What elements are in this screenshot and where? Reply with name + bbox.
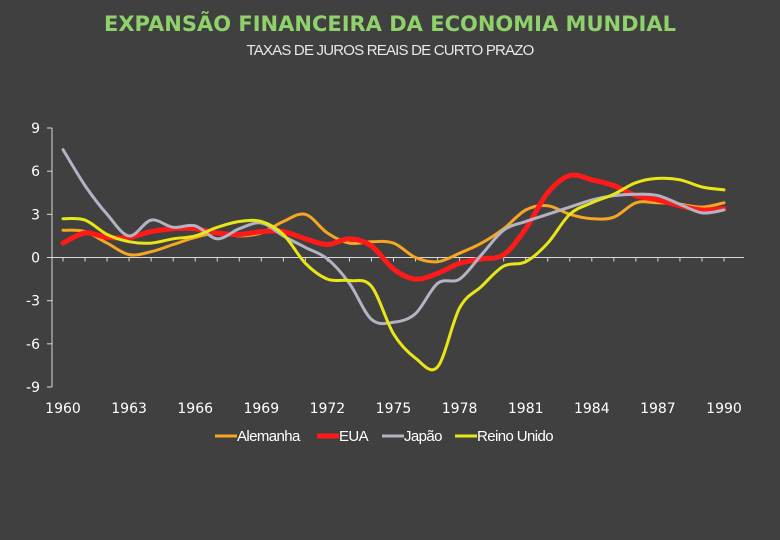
chart-title: EXPANSÃO FINANCEIRA DA ECONOMIA MUNDIAL — [104, 11, 676, 36]
series-line-reino-unido — [61, 176, 726, 372]
series-line-japão — [61, 148, 726, 326]
x-tick-label: 1969 — [243, 401, 279, 417]
x-tick-label: 1981 — [508, 401, 544, 417]
legend-label: Japão — [404, 428, 442, 445]
x-tick-label: 1960 — [45, 401, 81, 417]
x-tick-label: 1990 — [706, 401, 742, 417]
legend-label: Alemanha — [237, 428, 301, 445]
legend-label: Reino Unido — [477, 428, 553, 445]
legend-label: EUA — [339, 428, 369, 445]
y-tick-label: 0 — [31, 251, 40, 267]
axes — [51, 128, 744, 387]
x-tick-label: 1966 — [177, 401, 213, 417]
legend: Alemanha EUA Japão Reino Unido — [215, 428, 554, 445]
y-tick-label: 6 — [31, 164, 40, 180]
x-axis-ticks: 1960 1963 1966 1969 1972 1975 1978 1981 1984 1987… — [45, 401, 742, 417]
y-tick-label: 9 — [31, 121, 40, 137]
series-lines — [60, 148, 727, 372]
chart-subtitle: TAXAS DE JUROS REAIS DE CURTO PRAZO — [246, 42, 533, 59]
x-tick-label: 1984 — [574, 401, 610, 417]
y-tick-label: -9 — [26, 380, 40, 396]
y-tick-label: -6 — [26, 337, 40, 353]
x-tick-label: 1978 — [442, 401, 478, 417]
x-tick-label: 1963 — [111, 401, 147, 417]
x-tick-label: 1987 — [640, 401, 676, 417]
series-line-eua — [60, 172, 727, 282]
y-tick-label: -3 — [26, 294, 40, 310]
series-line-alemanha — [61, 200, 726, 264]
x-tick-label: 1972 — [310, 401, 346, 417]
y-tick-label: 3 — [31, 207, 40, 223]
x-tick-label: 1975 — [376, 401, 412, 417]
y-axis-ticks: 9 6 3 0 -3 -6 -9 — [26, 121, 52, 396]
